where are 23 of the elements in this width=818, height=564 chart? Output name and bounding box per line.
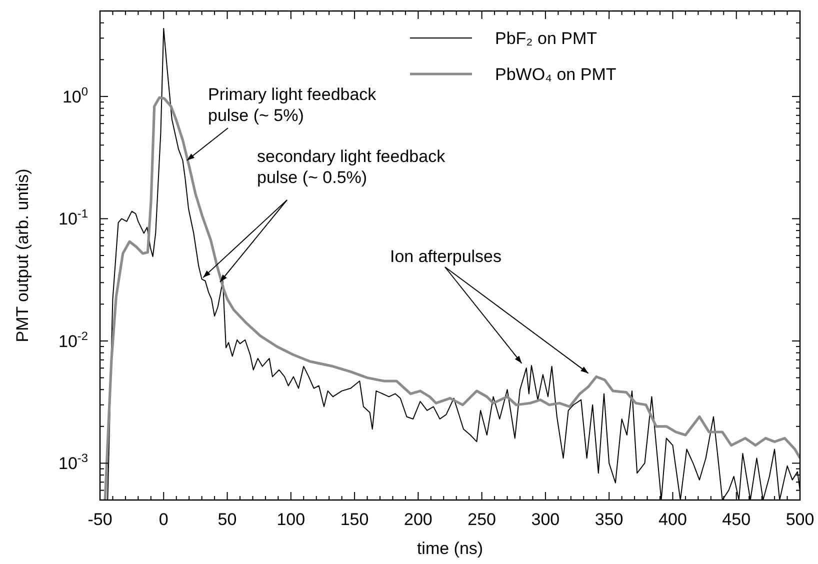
y-tick-label: 10$^{-2}$ xyxy=(58,328,88,351)
x-tick-label: 150 xyxy=(340,510,369,529)
legend-label: PbWO₄ on PMT xyxy=(495,65,616,84)
x-tick-label: 200 xyxy=(404,510,432,529)
x-tick-label: 350 xyxy=(594,510,624,529)
x-tick-label: 300 xyxy=(531,510,560,529)
y-tick-label: 10$^{-3}$ xyxy=(58,451,88,474)
annotation: Primary light feedback pulse (~ 5%) xyxy=(208,85,377,125)
annotation: Ion afterpulses xyxy=(390,247,502,266)
x-tick-label: 50 xyxy=(218,510,237,529)
x-tick-label: 0 xyxy=(158,510,168,529)
y-tick-label: 10$^{-1}$ xyxy=(58,206,88,229)
x-axis-title: time (ns) xyxy=(416,539,484,558)
x-tick-label: 500 xyxy=(786,510,814,529)
y-tick-label: 10$^{0}$ xyxy=(62,84,88,106)
y-axis-title: PMT output (arb. untis) xyxy=(13,168,32,342)
legend-label: PbF₂ on PMT xyxy=(495,29,598,48)
x-tick-label: -50 xyxy=(88,510,112,529)
x-tick-label: 100 xyxy=(276,510,306,529)
x-tick-label: 250 xyxy=(468,510,496,529)
x-tick-label: 400 xyxy=(658,510,687,529)
x-tick-label: 450 xyxy=(722,510,751,529)
annotation: secondary light feedback pulse (~ 0.5%) xyxy=(257,147,446,187)
